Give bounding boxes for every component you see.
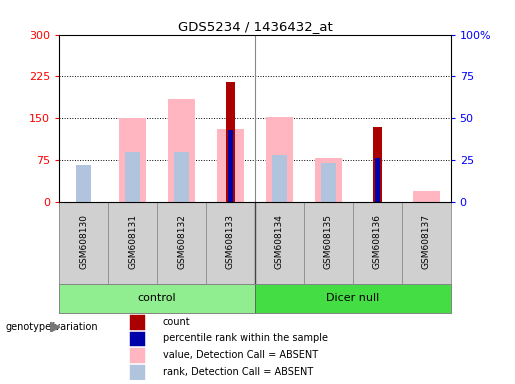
Text: GSM608135: GSM608135 bbox=[324, 214, 333, 269]
Text: GSM608137: GSM608137 bbox=[422, 214, 431, 269]
Text: GSM608131: GSM608131 bbox=[128, 214, 137, 269]
Bar bbox=[228, 130, 233, 202]
Bar bbox=[226, 82, 235, 202]
Text: GSM608132: GSM608132 bbox=[177, 214, 186, 269]
Bar bbox=[119, 118, 146, 202]
Text: GSM608133: GSM608133 bbox=[226, 214, 235, 269]
Bar bbox=[272, 155, 287, 202]
Bar bbox=[130, 348, 145, 363]
Bar bbox=[76, 165, 91, 202]
Text: percentile rank within the sample: percentile rank within the sample bbox=[163, 333, 328, 343]
Bar bbox=[373, 127, 382, 202]
Polygon shape bbox=[50, 322, 60, 332]
Bar bbox=[168, 99, 195, 202]
Bar bbox=[375, 158, 380, 202]
Bar bbox=[130, 365, 145, 380]
Text: count: count bbox=[163, 317, 191, 327]
Text: Dicer null: Dicer null bbox=[326, 293, 380, 303]
Title: GDS5234 / 1436432_at: GDS5234 / 1436432_at bbox=[178, 20, 332, 33]
Bar bbox=[130, 315, 145, 329]
Text: GSM608134: GSM608134 bbox=[275, 214, 284, 269]
Text: value, Detection Call = ABSENT: value, Detection Call = ABSENT bbox=[163, 350, 318, 360]
Bar bbox=[255, 283, 451, 313]
Text: GSM608130: GSM608130 bbox=[79, 214, 88, 269]
Text: GSM608136: GSM608136 bbox=[373, 214, 382, 269]
Bar bbox=[413, 190, 440, 202]
Bar bbox=[174, 152, 189, 202]
Bar bbox=[59, 283, 255, 313]
Text: rank, Detection Call = ABSENT: rank, Detection Call = ABSENT bbox=[163, 367, 313, 377]
Bar bbox=[315, 158, 342, 202]
Bar bbox=[125, 152, 140, 202]
Bar bbox=[130, 332, 145, 346]
Text: genotype/variation: genotype/variation bbox=[5, 322, 98, 332]
Bar bbox=[321, 163, 336, 202]
Text: control: control bbox=[138, 293, 176, 303]
Bar bbox=[217, 129, 244, 202]
Bar bbox=[266, 117, 293, 202]
